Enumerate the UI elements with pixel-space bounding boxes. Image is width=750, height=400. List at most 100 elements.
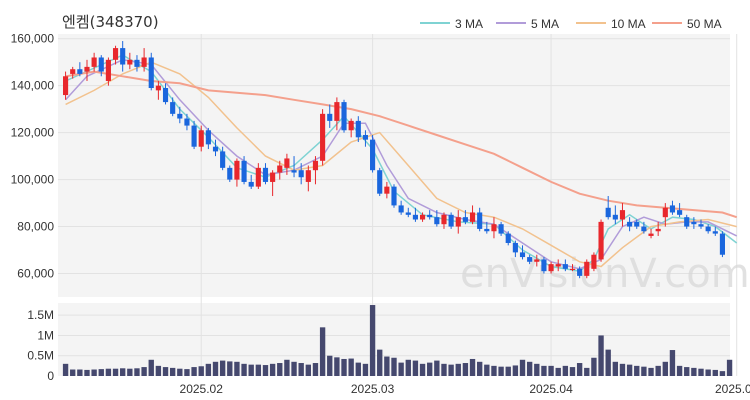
candle-body bbox=[398, 205, 404, 213]
candle-body bbox=[355, 120, 361, 138]
chart-title: 엔켐(348370) bbox=[62, 13, 159, 31]
candle-body bbox=[541, 259, 547, 272]
candle-body bbox=[598, 221, 604, 260]
price-axis: 60,000 80,000 100,000 120,000 140,000 160,000 bbox=[11, 32, 55, 281]
volume-bar bbox=[698, 368, 704, 376]
candle-body bbox=[248, 181, 254, 187]
volume-bar bbox=[284, 359, 290, 376]
volume-bar bbox=[641, 366, 647, 376]
volume-bar bbox=[498, 366, 504, 376]
price-tick-label: 80,000 bbox=[17, 220, 54, 234]
ma-line bbox=[65, 61, 737, 268]
volume-bar bbox=[448, 364, 454, 376]
candle-body bbox=[527, 257, 533, 262]
volume-bar bbox=[612, 361, 619, 376]
volume-bar bbox=[341, 358, 347, 376]
volume-bar bbox=[369, 305, 376, 376]
volume-bar bbox=[626, 364, 633, 376]
volume-bar bbox=[205, 363, 212, 376]
candle-body bbox=[391, 186, 397, 206]
price-tick-label: 160,000 bbox=[11, 32, 55, 46]
candle-body bbox=[719, 233, 726, 255]
candle-body bbox=[712, 231, 718, 234]
volume-bar bbox=[377, 349, 383, 376]
candles bbox=[62, 41, 726, 279]
candle-body bbox=[241, 160, 247, 182]
candle-body bbox=[462, 217, 468, 222]
volume-bar bbox=[277, 363, 283, 376]
volume-bar bbox=[162, 367, 169, 376]
candle-body bbox=[534, 259, 540, 262]
volume-bar bbox=[662, 361, 668, 376]
volume-bar bbox=[398, 362, 404, 376]
candle-body bbox=[91, 57, 97, 67]
volume-bar bbox=[362, 363, 369, 376]
candle-body bbox=[305, 170, 311, 182]
candle-body bbox=[170, 102, 176, 114]
candle-body bbox=[591, 254, 597, 269]
legend-label: 50 MA bbox=[687, 17, 722, 31]
candle-body bbox=[227, 167, 233, 180]
candle-body bbox=[112, 48, 119, 60]
volume-tick-label: 1.5M bbox=[27, 308, 54, 322]
candle-body bbox=[512, 242, 518, 253]
volume-bar bbox=[477, 361, 483, 376]
candle-body bbox=[477, 212, 483, 229]
volume-bar bbox=[191, 367, 197, 376]
candle-body bbox=[148, 57, 154, 89]
volume-bar bbox=[391, 357, 397, 376]
candle-body bbox=[491, 224, 497, 232]
volume-bar bbox=[177, 368, 183, 376]
candle-body bbox=[284, 158, 290, 168]
volume-bar bbox=[419, 363, 426, 376]
volume-bar bbox=[712, 369, 718, 376]
volume-bar bbox=[491, 365, 497, 376]
volume-bar bbox=[319, 327, 326, 376]
volume-bar bbox=[70, 369, 76, 376]
date-tick-label: 2025.03 bbox=[351, 382, 395, 396]
candle-body bbox=[641, 226, 647, 232]
candle-body bbox=[162, 88, 169, 103]
candle-body bbox=[405, 212, 411, 215]
volume-bar bbox=[441, 363, 447, 376]
volume-bar bbox=[98, 369, 104, 376]
volume-axis: 0 0.5M 1M 1.5M bbox=[27, 308, 54, 383]
candle-body bbox=[212, 146, 219, 152]
volume-bar bbox=[462, 363, 469, 376]
candle-body bbox=[484, 228, 490, 232]
volume-bar bbox=[184, 369, 190, 376]
volume-bar bbox=[120, 368, 126, 376]
candle-body bbox=[270, 172, 276, 182]
volume-bar bbox=[305, 364, 311, 376]
candle-body bbox=[291, 170, 297, 173]
candle-body bbox=[134, 59, 140, 67]
ma-line bbox=[65, 54, 738, 272]
candle-body bbox=[348, 120, 354, 131]
candle-body bbox=[312, 160, 319, 171]
price-tick-label: 140,000 bbox=[11, 79, 55, 93]
candle-body bbox=[62, 76, 69, 96]
candle-body bbox=[334, 102, 340, 121]
volume-bar bbox=[248, 364, 254, 376]
candle-body bbox=[634, 221, 640, 227]
volume-bar bbox=[548, 365, 554, 376]
volume-bar bbox=[576, 363, 583, 376]
candle-body bbox=[648, 233, 654, 236]
volume-bar bbox=[262, 365, 269, 376]
volume-bar bbox=[669, 350, 676, 376]
legend-label: 3 MA bbox=[455, 17, 483, 31]
legend: 3 MA 5 MA 10 MA 50 MA bbox=[420, 17, 722, 31]
volume-bar bbox=[291, 361, 297, 376]
volume-bar bbox=[505, 366, 511, 376]
volume-bar bbox=[384, 356, 390, 376]
candle-body bbox=[141, 57, 147, 67]
candle-body bbox=[98, 57, 104, 72]
volume-bar bbox=[598, 335, 604, 376]
candle-body bbox=[434, 217, 440, 225]
candle-body bbox=[327, 113, 333, 121]
volume-bar bbox=[219, 360, 226, 376]
candle-body bbox=[77, 69, 83, 74]
date-tick-label: 2025.04 bbox=[529, 382, 573, 396]
legend-label: 10 MA bbox=[611, 17, 646, 31]
